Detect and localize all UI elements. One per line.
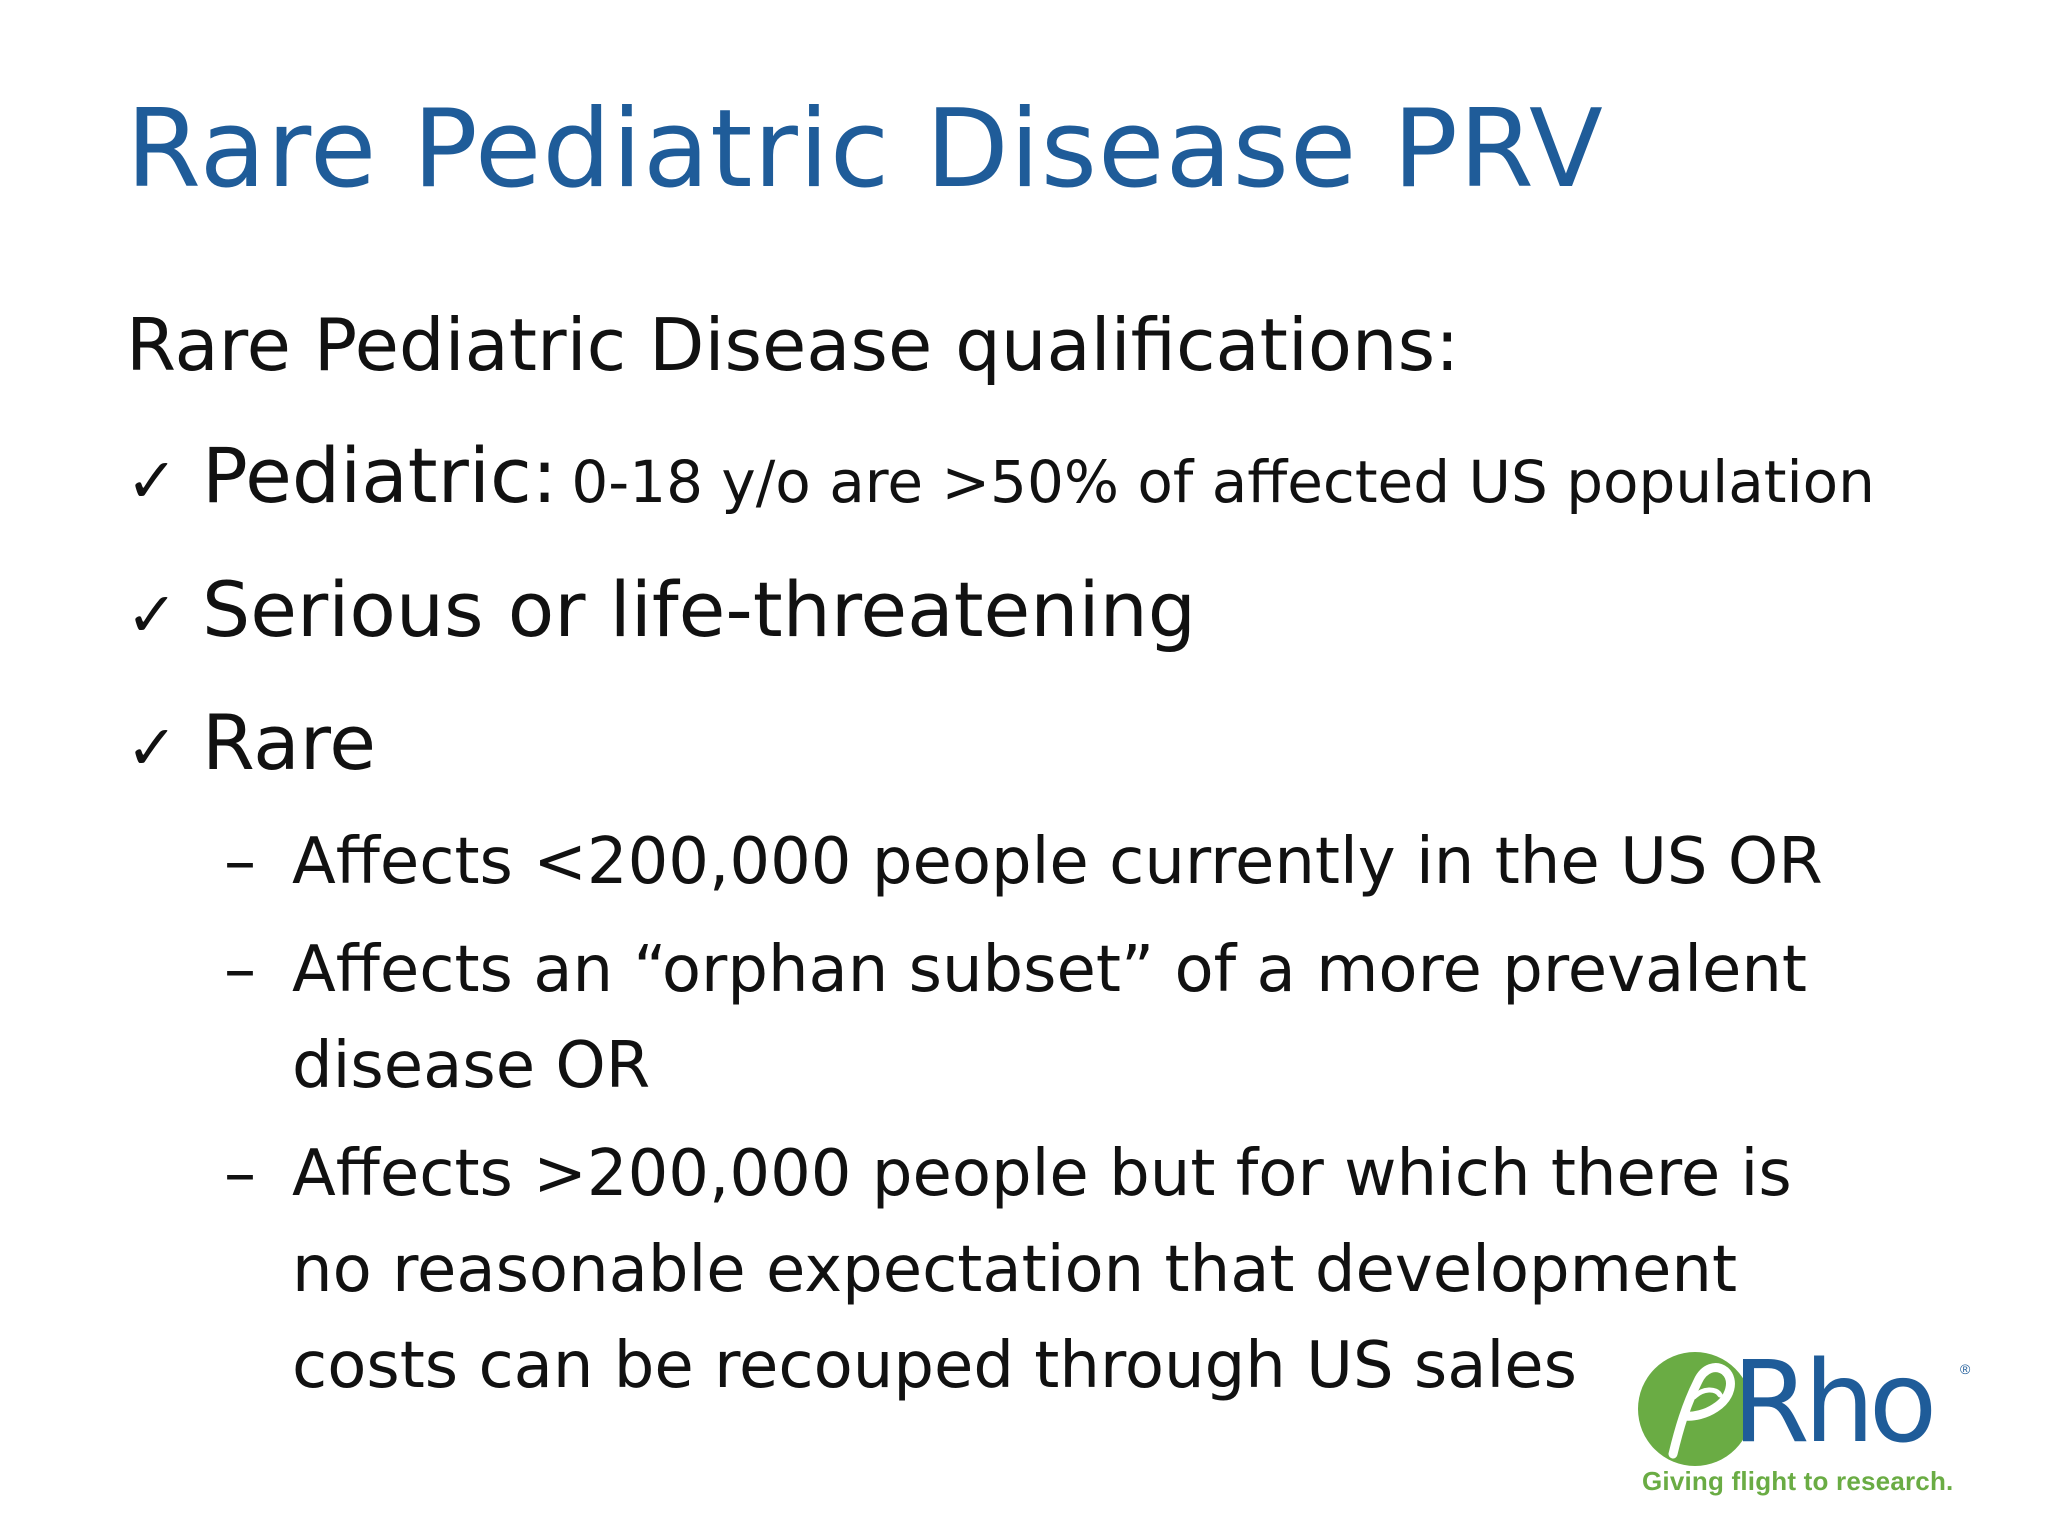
dash-bullet: – (224, 933, 256, 1007)
slide-title: Rare Pediatric Disease PRV (126, 87, 1604, 212)
dash-bullet: – (224, 1137, 256, 1211)
checklist-item-pediatric: ✓ Pediatric: 0-18 y/o are >50% of affect… (126, 424, 1986, 534)
rare-criteria-list: – Affects <200,000 people currently in t… (126, 814, 1986, 1414)
rho-tagline: Giving flight to research. (1642, 1466, 1954, 1496)
checkmark-icon: ✓ (126, 711, 178, 784)
checklist-label: Serious or life-threatening (202, 565, 1196, 654)
rare-criterion-text: Affects >200,000 people but for which th… (292, 1137, 1792, 1403)
checkmark-icon: ✓ (126, 578, 178, 651)
checklist-detail: 0-18 y/o are >50% of affected US populat… (571, 448, 1875, 516)
rare-criterion-text: Affects <200,000 people currently in the… (292, 825, 1823, 899)
rho-logo-mark-icon (1638, 1352, 1752, 1466)
rare-criterion-item: – Affects an “orphan subset” of a more p… (224, 922, 1986, 1114)
dash-bullet: – (224, 825, 256, 899)
checklist-item-rare: ✓ Rare (126, 691, 1986, 800)
rare-criterion-item: – Affects >200,000 people but for which … (224, 1126, 1986, 1414)
rare-criterion-text: Affects an “orphan subset” of a more pre… (292, 933, 1807, 1103)
checkmark-icon: ✓ (126, 444, 178, 517)
rho-logo: Rho ® Giving flight to research. (1636, 1338, 1976, 1496)
checklist-label: Rare (202, 698, 377, 787)
rho-wordmark: Rho (1732, 1338, 1937, 1468)
checklist-label: Pediatric: (202, 431, 558, 520)
registered-mark: ® (1960, 1361, 1971, 1377)
slide-body: Rare Pediatric Disease qualifications: ✓… (126, 290, 1986, 1414)
checklist-item-serious: ✓ Serious or life-threatening (126, 558, 1986, 667)
qualifications-heading: Rare Pediatric Disease qualifications: (126, 303, 1460, 387)
rare-criterion-item: – Affects <200,000 people currently in t… (224, 814, 1986, 910)
